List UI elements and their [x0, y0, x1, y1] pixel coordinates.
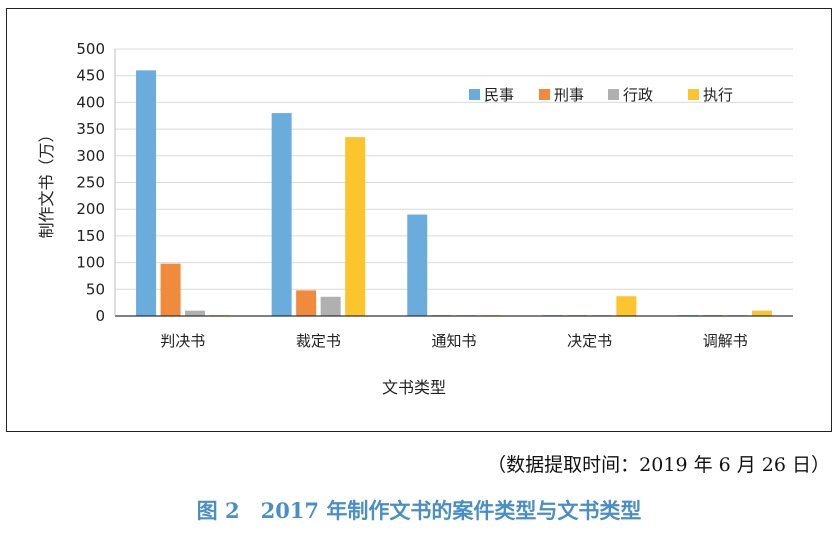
bar-3-3	[616, 296, 637, 316]
bar-2-0	[407, 214, 428, 316]
x-category-label: 裁定书	[296, 332, 341, 350]
y-tick-label: 500	[76, 40, 105, 58]
bar-chart: 0 50 100 150 200 250 300 350 400 450 500 判决书 裁定书 通知书…	[37, 40, 793, 397]
y-tick-label: 50	[86, 280, 105, 298]
bar-1-1	[296, 290, 317, 316]
x-axis-title: 文书类型	[382, 378, 446, 397]
x-category-label: 通知书	[431, 332, 476, 350]
bar-4-3	[751, 310, 772, 316]
y-tick-label: 150	[76, 227, 105, 245]
grid-lines	[115, 48, 793, 290]
x-category-labels: 判决书 裁定书 通知书 决定书 调解书	[160, 332, 747, 350]
bar-1-2	[320, 296, 341, 316]
x-category-label: 判决书	[160, 332, 205, 350]
y-axis-title: 制作文书（万）	[37, 126, 56, 238]
y-tick-label: 400	[76, 93, 105, 111]
chart-frame: 0 50 100 150 200 250 300 350 400 450 500 判决书 裁定书 通知书…	[6, 8, 832, 432]
bars	[136, 70, 772, 316]
source-note: （数据提取时间：2019 年 6 月 26 日）	[487, 454, 830, 476]
y-tick-label: 0	[95, 307, 105, 325]
legend-swatch	[688, 89, 699, 100]
bar-0-0	[136, 70, 157, 316]
legend-swatch	[469, 89, 480, 100]
legend-swatch	[608, 89, 619, 100]
x-category-label: 决定书	[567, 332, 612, 350]
figure-caption: 图 2 2017 年制作文书的案件类型与文书类型	[196, 498, 642, 523]
legend-label: 刑事	[554, 86, 584, 104]
bar-1-3	[345, 137, 366, 316]
y-tick-label: 350	[76, 120, 105, 138]
y-tick-label: 300	[76, 147, 105, 165]
legend-label: 民事	[484, 86, 514, 104]
y-tick-label: 100	[76, 254, 105, 272]
y-tick-label: 450	[76, 67, 105, 85]
y-tick-labels: 0 50 100 150 200 250 300 350 400 450 500	[76, 40, 105, 325]
y-tick-label: 200	[76, 200, 105, 218]
legend-label: 执行	[703, 86, 733, 104]
bar-0-1	[160, 263, 181, 316]
bar-0-2	[185, 310, 206, 316]
y-tick-label: 250	[76, 174, 105, 192]
legend: 民事 刑事 行政 执行	[469, 86, 733, 104]
legend-label: 行政	[623, 86, 653, 104]
x-category-label: 调解书	[703, 332, 748, 350]
bar-1-0	[271, 113, 292, 316]
legend-swatch	[539, 89, 550, 100]
